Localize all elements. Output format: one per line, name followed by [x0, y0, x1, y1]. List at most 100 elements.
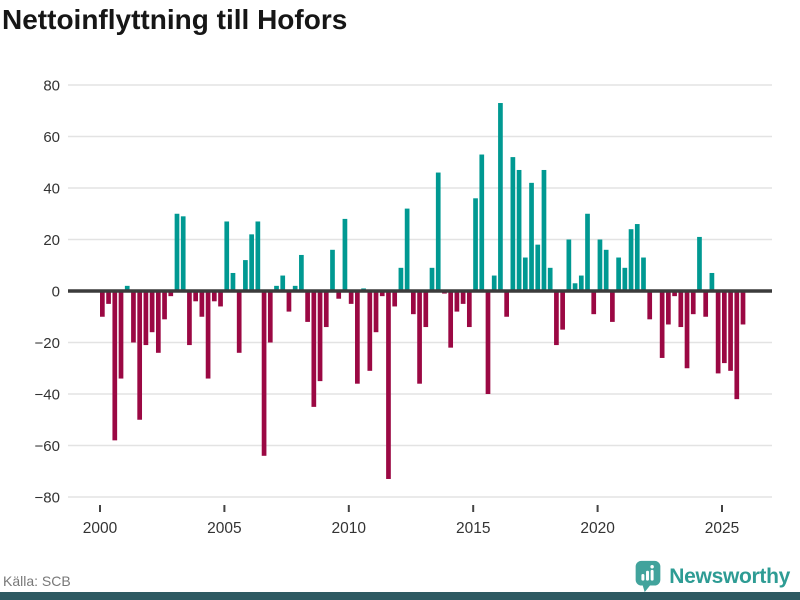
- x-axis-label-2015: 2015: [456, 520, 490, 537]
- bar-q72: [547, 267, 553, 291]
- bar-q43: [367, 291, 373, 371]
- bar-q52: [423, 291, 429, 328]
- bar-q34: [311, 291, 317, 407]
- bar-q11: [168, 291, 174, 297]
- bar-q80: [597, 239, 603, 291]
- bar-q20: [224, 221, 230, 291]
- bar-q30: [286, 291, 292, 312]
- bar-q38: [336, 291, 342, 299]
- bar-q60: [473, 198, 478, 291]
- bar-q88: [647, 291, 653, 320]
- bar-q51: [417, 291, 422, 384]
- bar-q95: [690, 291, 696, 315]
- bar-q58: [460, 291, 466, 304]
- bar-q83: [616, 257, 621, 291]
- bar-q99: [715, 291, 721, 374]
- bar-q63: [491, 275, 497, 291]
- bar-q15: [193, 291, 198, 302]
- bar-q46: [386, 291, 391, 479]
- x-axis-label-2005: 2005: [207, 520, 241, 537]
- y-axis-label-60: 60: [43, 129, 60, 146]
- bar-q93: [678, 291, 684, 328]
- bar-q39: [342, 218, 348, 291]
- bar-q103: [740, 291, 746, 325]
- bar-q31: [292, 285, 298, 291]
- bar-q77: [578, 275, 584, 291]
- bar-q90: [659, 291, 665, 358]
- bar-q69: [529, 182, 534, 291]
- bar-q96: [697, 236, 702, 291]
- x-axis-label-2025: 2025: [705, 520, 739, 537]
- bar-q101: [728, 291, 733, 371]
- bar-q54: [435, 172, 441, 291]
- source-label: Källa: SCB: [3, 573, 71, 589]
- bar-q67: [516, 169, 522, 291]
- bar-q91: [666, 291, 671, 325]
- bar-q92: [672, 291, 677, 297]
- bar-q27: [267, 291, 273, 343]
- bar-q81: [603, 249, 609, 291]
- bar-q74: [560, 291, 565, 330]
- bar-q61: [479, 154, 485, 291]
- bar-q18: [211, 291, 217, 302]
- bar-q6: [137, 291, 143, 420]
- bar-q0: [100, 291, 105, 317]
- bar-q94: [684, 291, 690, 369]
- y-axis-label--80: −80: [35, 490, 60, 507]
- bar-q28: [274, 285, 279, 291]
- bar-q4: [124, 285, 130, 291]
- bar-q79: [591, 291, 597, 315]
- bar-q2: [112, 291, 118, 441]
- bar-q85: [628, 229, 634, 291]
- y-axis-label-0: 0: [52, 284, 60, 301]
- bar-q12: [174, 213, 180, 291]
- bar-q87: [641, 257, 646, 291]
- page-title: Nettoinflyttning till Hofors: [2, 4, 348, 35]
- bar-q62: [485, 291, 491, 394]
- bar-q44: [373, 291, 379, 333]
- bar-q1: [106, 291, 111, 304]
- bar-q8: [149, 291, 155, 333]
- bar-q29: [280, 275, 286, 291]
- bar-q100: [722, 291, 727, 364]
- bar-q76: [572, 283, 578, 291]
- bar-q21: [230, 272, 236, 291]
- newsworthy-wordmark: Newsworthy: [669, 564, 790, 588]
- bar-q5: [131, 291, 136, 343]
- bar-q36: [323, 291, 329, 328]
- bar-q65: [504, 291, 509, 317]
- bar-q64: [498, 103, 503, 292]
- bar-q23: [243, 260, 248, 291]
- bar-q45: [379, 291, 385, 297]
- y-axis-label--60: −60: [35, 438, 60, 455]
- bar-q59: [466, 291, 472, 328]
- bar-q7: [143, 291, 149, 346]
- bar-q41: [355, 291, 360, 384]
- bar-q49: [404, 208, 410, 291]
- bar-q48: [398, 267, 404, 291]
- bar-q97: [703, 291, 709, 317]
- y-axis-label--40: −40: [35, 387, 60, 404]
- y-axis-label-20: 20: [43, 232, 60, 249]
- bar-q98: [709, 272, 715, 291]
- bar-q22: [236, 291, 242, 353]
- bar-q70: [535, 244, 541, 291]
- bar-q66: [510, 157, 516, 291]
- bar-q37: [330, 249, 335, 291]
- bottom-accent-strip: [0, 592, 800, 600]
- bar-q53: [429, 267, 435, 291]
- bar-q26: [261, 291, 267, 456]
- bar-q17: [205, 291, 211, 379]
- bar-q32: [299, 254, 304, 291]
- bar-q56: [448, 291, 454, 348]
- bar-q71: [541, 169, 547, 291]
- bar-q24: [249, 234, 254, 291]
- bar-q10: [162, 291, 167, 320]
- bar-q102: [734, 291, 740, 400]
- newsworthy-brand: Newsworthy: [634, 560, 790, 593]
- bar-q16: [199, 291, 205, 317]
- y-axis-label-80: 80: [43, 78, 60, 95]
- bar-q40: [348, 291, 354, 304]
- bar-q19: [218, 291, 223, 307]
